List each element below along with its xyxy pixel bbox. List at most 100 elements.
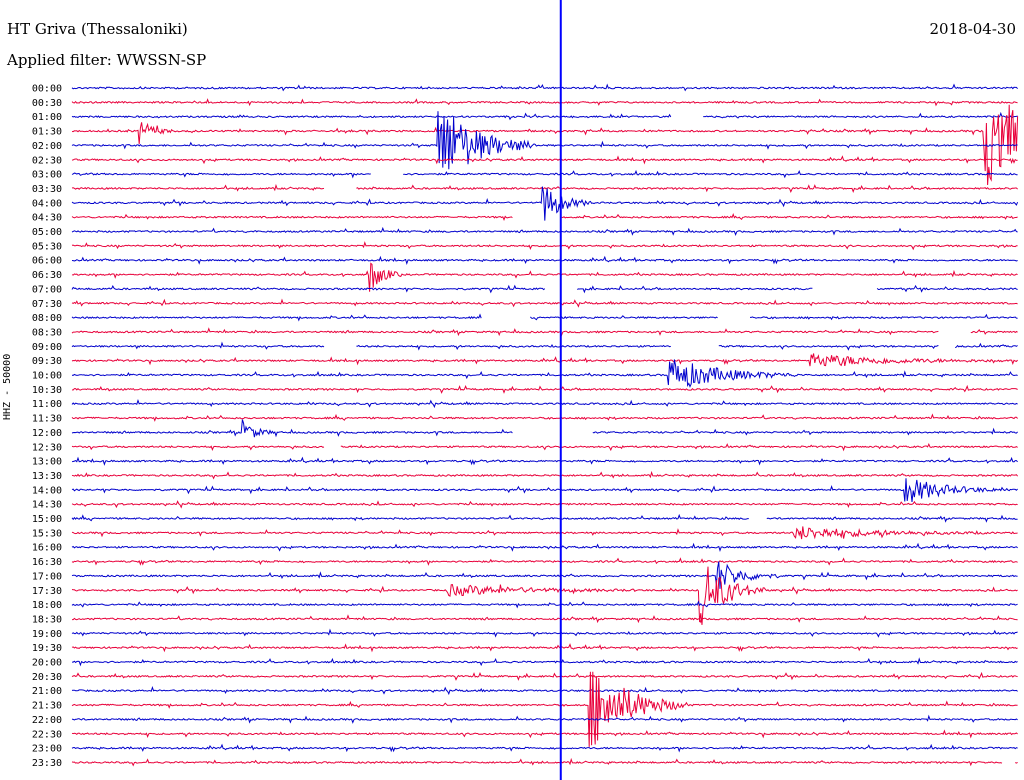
trace-row [71, 241, 1018, 251]
trace-row [71, 384, 1018, 394]
trace-row [71, 714, 1018, 724]
trace-row [71, 685, 1018, 696]
row-time-label: 14:30 [32, 500, 62, 511]
trace-row [71, 671, 1018, 747]
trace-row [71, 757, 1018, 767]
trace-row [71, 671, 1018, 681]
row-time-label: 10:30 [32, 385, 62, 396]
row-time-label: 10:00 [32, 371, 62, 382]
row-time-label: 11:00 [32, 399, 62, 410]
row-time-label: 07:00 [32, 284, 62, 295]
trace-row [72, 614, 1018, 624]
trace-row [71, 442, 1018, 452]
row-time-label: 17:00 [32, 571, 62, 582]
trace-row [71, 456, 1018, 466]
trace-row [71, 513, 1018, 523]
row-time-label: 09:00 [32, 342, 62, 353]
row-time-label: 03:30 [32, 184, 62, 195]
trace-row [71, 470, 1018, 480]
row-time-label: 06:00 [32, 256, 62, 267]
row-time-label: 12:30 [32, 442, 62, 453]
row-time-label: 22:00 [32, 715, 62, 726]
row-time-label: 01:00 [32, 112, 62, 123]
trace-row [71, 212, 1018, 221]
row-time-label: 08:30 [32, 327, 62, 338]
row-time-label: 07:30 [32, 299, 62, 310]
row-time-label: 05:30 [32, 241, 62, 252]
trace-row [71, 298, 1018, 308]
row-time-label: 21:00 [32, 686, 62, 697]
trace-row [71, 398, 1018, 409]
trace-row [71, 743, 1018, 753]
row-time-label: 23:30 [32, 758, 62, 769]
row-time-label: 18:30 [32, 614, 62, 625]
trace-row [71, 111, 1018, 170]
trace-row [71, 284, 1018, 294]
row-time-label: 16:00 [32, 543, 62, 554]
row-time-label: 22:30 [32, 729, 62, 740]
trace-row [71, 600, 1018, 609]
row-time-label: 03:00 [32, 170, 62, 181]
trace-row [71, 561, 1018, 589]
row-time-label: 06:30 [32, 270, 62, 281]
row-time-label: 20:00 [32, 658, 62, 669]
row-time-label: 14:00 [32, 485, 62, 496]
trace-row [71, 255, 1018, 265]
trace-row [71, 419, 1018, 438]
trace-row [71, 542, 1018, 552]
trace-row [71, 628, 1018, 638]
filter-label: Applied filter: WWSSN-SP [7, 51, 207, 69]
row-time-label: 11:30 [32, 414, 62, 425]
trace-row [71, 111, 1018, 121]
row-time-label: 20:30 [32, 672, 62, 683]
row-time-label: 02:30 [32, 155, 62, 166]
trace-row [71, 169, 1018, 179]
trace-row [71, 729, 1018, 739]
trace-row [71, 500, 1018, 509]
row-time-label: 12:00 [32, 428, 62, 439]
trace-row [71, 186, 1019, 221]
trace-row [71, 353, 1018, 367]
row-time-label: 02:00 [32, 141, 62, 152]
row-time-label: 00:00 [32, 84, 62, 95]
row-time-label: 16:30 [32, 557, 62, 568]
trace-row [71, 413, 1018, 422]
row-time-label: 17:30 [32, 586, 62, 597]
trace-row [71, 526, 1018, 540]
trace-row [71, 327, 1018, 337]
trace-row [71, 566, 1018, 625]
trace-row [71, 226, 1018, 236]
row-time-label: 00:30 [32, 98, 62, 109]
row-time-label: 19:30 [32, 643, 62, 654]
row-time-label: 19:00 [32, 629, 62, 640]
date-label: 2018-04-30 [929, 20, 1016, 38]
trace-row [71, 262, 1018, 292]
row-time-label: 21:30 [32, 701, 62, 712]
row-time-label: 15:00 [32, 514, 62, 525]
trace-row [71, 104, 1019, 186]
row-time-label: 05:00 [32, 227, 62, 238]
trace-row [72, 657, 1018, 667]
row-time-label: 18:00 [32, 600, 62, 611]
row-time-label: 13:00 [32, 457, 62, 468]
trace-row [71, 359, 1018, 388]
trace-row [71, 643, 1018, 653]
row-time-label: 04:00 [32, 198, 62, 209]
trace-row [71, 478, 1018, 502]
trace-row [71, 313, 1018, 322]
trace-group [71, 83, 1019, 767]
trace-row [71, 98, 1018, 107]
trace-row [71, 83, 1018, 92]
trace-row [71, 155, 1018, 165]
row-time-label: 08:00 [32, 313, 62, 324]
time-label-group: 00:00 00:30 01:00 01:30 02:00 02:30 03:00 03:30… [32, 84, 62, 769]
row-time-label: 09:30 [32, 356, 62, 367]
row-time-label: 13:30 [32, 471, 62, 482]
row-time-label: 23:00 [32, 744, 62, 755]
row-time-label: 15:30 [32, 528, 62, 539]
station-title: HT Griva (Thessaloniki) [7, 20, 188, 38]
row-time-label: 04:30 [32, 213, 62, 224]
row-time-label: 01:30 [32, 127, 62, 138]
trace-row [71, 183, 1018, 194]
